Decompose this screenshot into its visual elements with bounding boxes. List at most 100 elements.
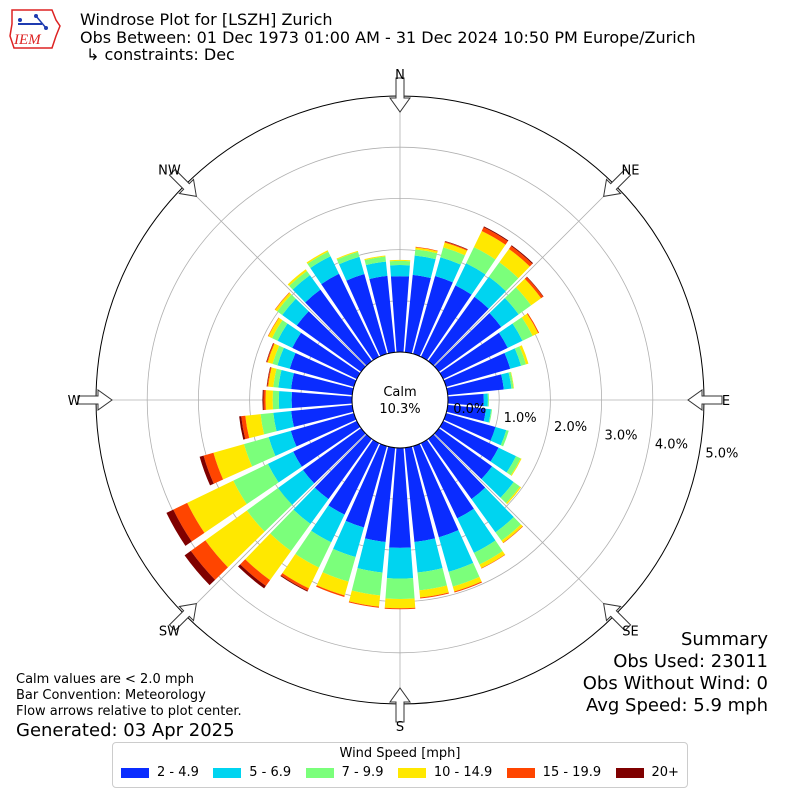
flow-arrow-6 xyxy=(77,389,113,411)
bar-130-1 xyxy=(481,466,514,498)
bar-250-1 xyxy=(268,430,297,456)
bar-140-0 xyxy=(428,434,486,500)
bar-310-0 xyxy=(296,311,366,372)
bar-50-5 xyxy=(526,276,544,297)
bar-220-3 xyxy=(245,533,292,581)
bar-200-3 xyxy=(316,572,349,596)
bar-0-3 xyxy=(389,259,411,262)
bar-150-1 xyxy=(457,508,496,553)
chart-constraints: ↳ constraints: Dec xyxy=(86,45,235,64)
iem-logo: IEM xyxy=(9,9,61,49)
bar-320-2 xyxy=(289,270,310,290)
bar-190-4 xyxy=(348,601,380,608)
legend-title: Wind Speed [mph] xyxy=(339,746,461,761)
bar-240-3 xyxy=(187,480,247,533)
bar-80-2 xyxy=(508,372,514,389)
bar-210-2 xyxy=(295,530,332,568)
bar-180-1 xyxy=(386,547,414,579)
bar-180-3 xyxy=(384,598,416,609)
bar-350-0 xyxy=(369,275,396,354)
bar-270-1 xyxy=(278,391,292,409)
bar-230-1 xyxy=(278,470,315,505)
legend-item-5: 20+ xyxy=(615,765,679,780)
flow-arrow-7 xyxy=(168,168,197,197)
bar-280-3 xyxy=(268,367,277,388)
bar-270-5 xyxy=(262,389,264,411)
bar-140-1 xyxy=(471,487,514,533)
legend-label-0: 2 - 4.9 xyxy=(157,765,199,780)
bar-130-0 xyxy=(434,428,493,480)
windrose-bars xyxy=(166,226,544,610)
bar-170-3 xyxy=(419,585,449,598)
bar-310-2 xyxy=(277,294,296,316)
bar-20-1 xyxy=(435,257,461,283)
bar-110-1 xyxy=(490,427,507,446)
bar-290-2 xyxy=(272,345,284,366)
bar-300-2 xyxy=(271,320,288,341)
bar-130-3 xyxy=(505,486,522,505)
bar-290-0 xyxy=(289,353,357,387)
flow-arrows xyxy=(77,77,723,723)
bar-260-1 xyxy=(273,411,294,432)
bar-290-1 xyxy=(277,347,296,369)
summary-title: Summary xyxy=(681,629,768,650)
bar-240-2 xyxy=(233,463,279,505)
bar-70-2 xyxy=(514,346,526,366)
bar-230-3 xyxy=(205,510,265,568)
bar-260-5 xyxy=(239,416,246,440)
bar-30-5 xyxy=(483,226,509,242)
bar-50-0 xyxy=(434,312,502,372)
bar-340-2 xyxy=(336,251,360,265)
bar-110-0 xyxy=(443,413,496,441)
legend-item-3: 10 - 14.9 xyxy=(397,765,492,780)
bar-190-1 xyxy=(357,538,386,573)
bar-180-4 xyxy=(384,607,416,610)
bar-20-2 xyxy=(440,247,466,265)
bar-270-3 xyxy=(265,390,273,410)
bar-270-0 xyxy=(291,392,353,408)
bar-60-1 xyxy=(498,323,523,348)
legend-item-4: 15 - 19.9 xyxy=(506,765,601,780)
bar-70-0 xyxy=(443,353,511,387)
bar-90-1 xyxy=(483,393,488,407)
chart-title: Windrose Plot for [LSZH] Zurich xyxy=(80,10,333,29)
flow-arrow-1 xyxy=(603,168,632,197)
bar-60-2 xyxy=(512,317,533,341)
bar-280-0 xyxy=(291,373,354,396)
legend-item-0: 2 - 4.9 xyxy=(121,765,199,780)
bar-30-4 xyxy=(481,227,508,245)
bar-230-2 xyxy=(246,487,293,532)
bar-40-3 xyxy=(499,248,530,279)
grid-spoke-3 xyxy=(433,433,616,616)
compass-label-SW: SW xyxy=(159,625,180,640)
calm-note: Calm values are < 2.0 mph xyxy=(16,672,195,687)
bar-40-0 xyxy=(428,296,489,366)
bar-220-1 xyxy=(293,487,329,525)
compass-label-SE: SE xyxy=(622,625,638,640)
bar-90-0 xyxy=(447,393,484,407)
bar-200-2 xyxy=(322,548,356,582)
bar-170-4 xyxy=(420,592,449,599)
bar-230-4 xyxy=(190,540,228,580)
bar-60-4 xyxy=(526,313,540,334)
bar-0-2 xyxy=(389,260,411,266)
bar-150-4 xyxy=(481,554,506,569)
legend: Wind Speed [mph] 2 - 4.9 5 - 6.9 7 - 9.9 10… xyxy=(112,742,688,788)
flow-arrow-0 xyxy=(389,77,411,113)
bar-270-4 xyxy=(263,389,266,411)
summary-avg-speed: Avg Speed: 5.9 mph xyxy=(586,695,768,716)
bar-160-4 xyxy=(454,581,483,593)
radial-tick-3: 3.0% xyxy=(604,429,637,444)
bar-290-5 xyxy=(266,342,274,363)
bar-60-3 xyxy=(521,313,539,336)
legend-swatch-2 xyxy=(305,767,334,778)
bar-20-5 xyxy=(444,240,468,250)
bar-310-1 xyxy=(282,298,309,326)
bar-30-3 xyxy=(473,230,506,260)
grid-spoke-5 xyxy=(184,433,367,616)
bar-0-0 xyxy=(390,276,410,353)
bar-210-3 xyxy=(282,554,319,589)
bar-200-0 xyxy=(345,443,387,528)
flow-arrow-3 xyxy=(603,603,632,632)
flow-arrow-5 xyxy=(168,603,197,632)
